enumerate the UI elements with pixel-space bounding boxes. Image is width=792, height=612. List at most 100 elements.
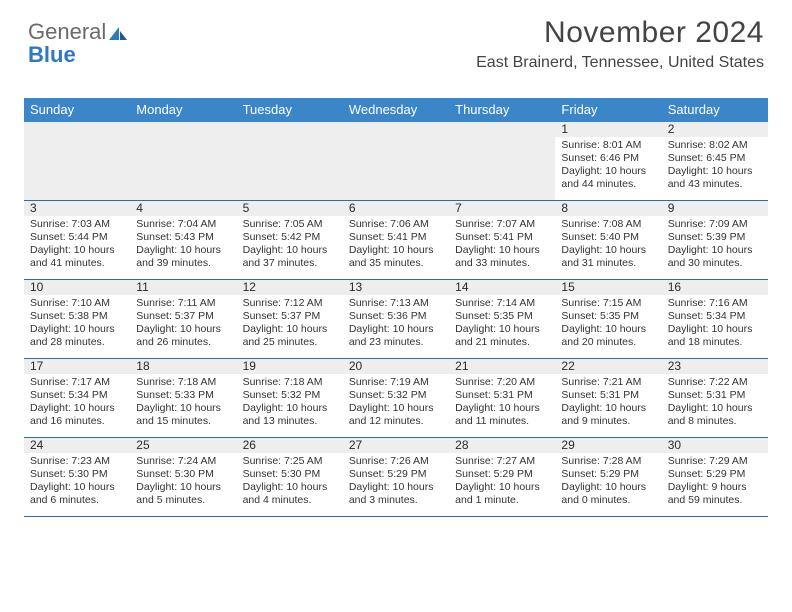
sunrise-line: Sunrise: 7:10 AM	[30, 297, 124, 310]
day-cell: 23 Sunrise: 7:22 AMSunset: 5:31 PMDayligh…	[662, 359, 768, 437]
day-info: Sunrise: 8:02 AMSunset: 6:45 PMDaylight:…	[668, 139, 762, 192]
daylight-line: Daylight: 10 hours and 37 minutes.	[243, 244, 337, 270]
sunset-line: Sunset: 5:44 PM	[30, 231, 124, 244]
day-cell: 28Sunrise: 7:27 AMSunset: 5:29 PMDayligh…	[449, 438, 555, 516]
day-number: 11	[130, 280, 236, 295]
day-number: 5	[237, 201, 343, 216]
day-cell: 14Sunrise: 7:14 AMSunset: 5:35 PMDayligh…	[449, 280, 555, 358]
day-cell: 19Sunrise: 7:18 AMSunset: 5:32 PMDayligh…	[237, 359, 343, 437]
sunset-line: Sunset: 5:43 PM	[136, 231, 230, 244]
day-cell-empty	[24, 122, 130, 200]
sunset-line: Sunset: 5:36 PM	[349, 310, 443, 323]
daylight-line: Daylight: 10 hours and 28 minutes.	[30, 323, 124, 349]
day-cell: 13 Sunrise: 7:13 AMSunset: 5:36 PMDayligh…	[343, 280, 449, 358]
day-number: 3	[24, 201, 130, 216]
sunset-line: Sunset: 5:34 PM	[668, 310, 762, 323]
daylight-line: Daylight: 10 hours and 13 minutes.	[243, 402, 337, 428]
daylight-line: Daylight: 10 hours and 16 minutes.	[30, 402, 124, 428]
week-row: 17Sunrise: 7:17 AMSunset: 5:34 PMDayligh…	[24, 359, 768, 438]
day-number: 13	[343, 280, 449, 295]
sunrise-line: Sunrise: 7:21 AM	[561, 376, 655, 389]
daylight-line: Daylight: 10 hours and 43 minutes.	[668, 165, 762, 191]
day-info: Sunrise: 7:22 AMSunset: 5:31 PMDaylight:…	[668, 376, 762, 429]
daylight-line: Daylight: 10 hours and 20 minutes.	[561, 323, 655, 349]
daylight-line: Daylight: 10 hours and 33 minutes.	[455, 244, 549, 270]
daylight-line: Daylight: 10 hours and 0 minutes.	[561, 481, 655, 507]
day-cell: 8Sunrise: 7:08 AMSunset: 5:40 PMDaylight…	[555, 201, 661, 279]
daylight-line: Daylight: 10 hours and 4 minutes.	[243, 481, 337, 507]
weekday-header: Thursday	[449, 98, 555, 122]
sunset-line: Sunset: 5:31 PM	[455, 389, 549, 402]
logo: General Blue	[28, 20, 128, 66]
day-number: 24	[24, 438, 130, 453]
sunset-line: Sunset: 5:32 PM	[349, 389, 443, 402]
location-subtitle: East Brainerd, Tennessee, United States	[476, 54, 764, 72]
daylight-line: Daylight: 10 hours and 15 minutes.	[136, 402, 230, 428]
day-info: Sunrise: 7:17 AMSunset: 5:34 PMDaylight:…	[30, 376, 124, 429]
day-number: 30	[662, 438, 768, 453]
day-info: Sunrise: 7:25 AMSunset: 5:30 PMDaylight:…	[243, 455, 337, 508]
daylight-line: Daylight: 9 hours and 59 minutes.	[668, 481, 762, 507]
sunset-line: Sunset: 5:37 PM	[243, 310, 337, 323]
sunset-line: Sunset: 5:29 PM	[668, 468, 762, 481]
daylight-line: Daylight: 10 hours and 18 minutes.	[668, 323, 762, 349]
sunset-line: Sunset: 5:30 PM	[30, 468, 124, 481]
sunset-line: Sunset: 5:35 PM	[561, 310, 655, 323]
day-cell: 12Sunrise: 7:12 AMSunset: 5:37 PMDayligh…	[237, 280, 343, 358]
sunrise-line: Sunrise: 7:20 AM	[455, 376, 549, 389]
daylight-line: Daylight: 10 hours and 6 minutes.	[30, 481, 124, 507]
day-number: 14	[449, 280, 555, 295]
day-info: Sunrise: 7:15 AMSunset: 5:35 PMDaylight:…	[561, 297, 655, 350]
day-number: 15	[555, 280, 661, 295]
day-number: 22	[555, 359, 661, 374]
sunset-line: Sunset: 5:30 PM	[243, 468, 337, 481]
day-info: Sunrise: 7:26 AMSunset: 5:29 PMDaylight:…	[349, 455, 443, 508]
daylight-line: Daylight: 10 hours and 23 minutes.	[349, 323, 443, 349]
day-cell-empty	[449, 122, 555, 200]
sunrise-line: Sunrise: 7:16 AM	[668, 297, 762, 310]
day-number: 16	[662, 280, 768, 295]
sunrise-line: Sunrise: 7:07 AM	[455, 218, 549, 231]
sunrise-line: Sunrise: 7:13 AM	[349, 297, 443, 310]
daylight-line: Daylight: 10 hours and 41 minutes.	[30, 244, 124, 270]
day-cell: 1Sunrise: 8:01 AMSunset: 6:46 PMDaylight…	[555, 122, 661, 200]
sunrise-line: Sunrise: 7:17 AM	[30, 376, 124, 389]
day-number: 4	[130, 201, 236, 216]
day-cell: 22 Sunrise: 7:21 AMSunset: 5:31 PMDayligh…	[555, 359, 661, 437]
day-info: Sunrise: 7:03 AMSunset: 5:44 PMDaylight:…	[30, 218, 124, 271]
sunrise-line: Sunrise: 7:18 AM	[243, 376, 337, 389]
day-info: Sunrise: 7:23 AMSunset: 5:30 PMDaylight:…	[30, 455, 124, 508]
day-info: Sunrise: 7:27 AMSunset: 5:29 PMDaylight:…	[455, 455, 549, 508]
day-cell: 27Sunrise: 7:26 AMSunset: 5:29 PMDayligh…	[343, 438, 449, 516]
sunrise-line: Sunrise: 7:26 AM	[349, 455, 443, 468]
week-row: 1Sunrise: 8:01 AMSunset: 6:46 PMDaylight…	[24, 122, 768, 201]
daylight-line: Daylight: 10 hours and 3 minutes.	[349, 481, 443, 507]
day-cell: 30 Sunrise: 7:29 AMSunset: 5:29 PMDayligh…	[662, 438, 768, 516]
logo-text-1: General	[28, 19, 106, 44]
sunset-line: Sunset: 5:33 PM	[136, 389, 230, 402]
day-cell: 4Sunrise: 7:04 AMSunset: 5:43 PMDaylight…	[130, 201, 236, 279]
sunrise-line: Sunrise: 7:09 AM	[668, 218, 762, 231]
sunset-line: Sunset: 5:29 PM	[455, 468, 549, 481]
week-row: 10Sunrise: 7:10 AMSunset: 5:38 PMDayligh…	[24, 280, 768, 359]
day-number: 12	[237, 280, 343, 295]
sunrise-line: Sunrise: 7:05 AM	[243, 218, 337, 231]
sunrise-line: Sunrise: 7:08 AM	[561, 218, 655, 231]
day-info: Sunrise: 7:20 AMSunset: 5:31 PMDaylight:…	[455, 376, 549, 429]
day-number: 23	[662, 359, 768, 374]
weekday-header: Wednesday	[343, 98, 449, 122]
day-info: Sunrise: 7:21 AMSunset: 5:31 PMDaylight:…	[561, 376, 655, 429]
daylight-line: Daylight: 10 hours and 12 minutes.	[349, 402, 443, 428]
sunrise-line: Sunrise: 7:23 AM	[30, 455, 124, 468]
sunrise-line: Sunrise: 7:06 AM	[349, 218, 443, 231]
daylight-line: Daylight: 10 hours and 11 minutes.	[455, 402, 549, 428]
day-cell: 9Sunrise: 7:09 AMSunset: 5:39 PMDaylight…	[662, 201, 768, 279]
sunrise-line: Sunrise: 7:14 AM	[455, 297, 549, 310]
day-cell: 11Sunrise: 7:11 AMSunset: 5:37 PMDayligh…	[130, 280, 236, 358]
sunrise-line: Sunrise: 7:29 AM	[668, 455, 762, 468]
day-info: Sunrise: 8:01 AMSunset: 6:46 PMDaylight:…	[561, 139, 655, 192]
day-number: 2	[662, 122, 768, 137]
day-cell: 10Sunrise: 7:10 AMSunset: 5:38 PMDayligh…	[24, 280, 130, 358]
sunset-line: Sunset: 5:39 PM	[668, 231, 762, 244]
sunset-line: Sunset: 5:41 PM	[455, 231, 549, 244]
